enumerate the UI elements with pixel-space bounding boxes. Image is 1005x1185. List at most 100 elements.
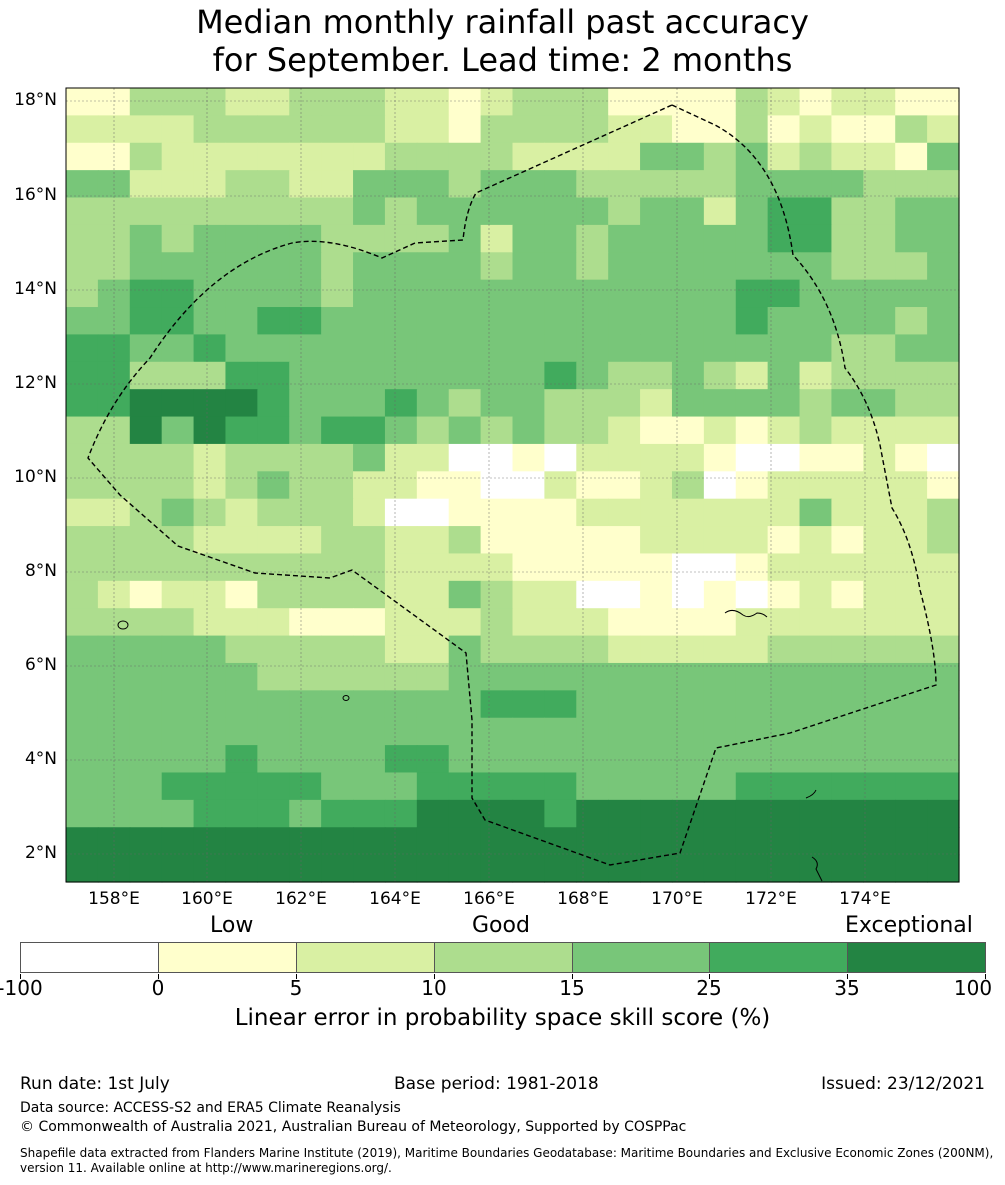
lon-label: 166°E bbox=[463, 889, 515, 909]
skill-cell bbox=[831, 115, 864, 144]
skill-cell bbox=[735, 799, 769, 828]
skill-cell bbox=[512, 717, 545, 746]
skill-cell bbox=[384, 471, 418, 500]
skill-cell bbox=[448, 334, 482, 363]
skill-cell bbox=[703, 471, 737, 500]
skill-cell bbox=[512, 526, 545, 555]
skill-cell bbox=[257, 854, 290, 883]
skill-cell bbox=[671, 635, 705, 664]
skill-cell bbox=[640, 252, 673, 281]
skill-cell bbox=[225, 772, 258, 801]
skill-cell bbox=[66, 197, 99, 226]
skill-cell bbox=[193, 279, 227, 308]
skill-cell bbox=[703, 170, 737, 199]
skill-cell bbox=[767, 498, 801, 527]
skill-cell bbox=[289, 498, 322, 527]
skill-cell bbox=[863, 416, 896, 445]
skill-cell bbox=[544, 772, 577, 801]
skill-cell bbox=[384, 115, 418, 144]
skill-cell bbox=[129, 334, 163, 363]
skill-cell bbox=[576, 389, 609, 418]
colorbar-tick bbox=[709, 974, 710, 979]
skill-cell bbox=[863, 608, 896, 637]
skill-cell bbox=[193, 307, 227, 336]
skill-cell bbox=[66, 580, 99, 609]
skill-cell bbox=[799, 553, 833, 582]
skill-cell bbox=[384, 799, 418, 828]
skill-cell bbox=[512, 471, 545, 500]
skill-cell bbox=[66, 608, 99, 637]
skill-cell bbox=[321, 334, 354, 363]
skill-cell bbox=[735, 389, 769, 418]
skill-cell bbox=[640, 307, 673, 336]
skill-cell bbox=[863, 745, 896, 774]
skill-cell bbox=[608, 772, 641, 801]
skill-cell bbox=[927, 361, 960, 390]
skill-cell bbox=[416, 224, 450, 253]
skill-cell bbox=[161, 252, 195, 281]
skill-cell bbox=[576, 115, 609, 144]
skill-cell bbox=[576, 772, 609, 801]
skill-cell bbox=[608, 416, 641, 445]
map-frame bbox=[65, 87, 960, 883]
skill-cell bbox=[735, 690, 769, 719]
skill-cell bbox=[927, 115, 960, 144]
skill-cell bbox=[480, 717, 514, 746]
skill-cell bbox=[863, 279, 896, 308]
skill-cell bbox=[448, 307, 482, 336]
skill-cell bbox=[576, 745, 609, 774]
skill-cell bbox=[161, 170, 195, 199]
skill-cell bbox=[703, 224, 737, 253]
skill-cell bbox=[895, 854, 928, 883]
skill-cell bbox=[384, 307, 418, 336]
skill-cell bbox=[289, 115, 322, 144]
skill-cell bbox=[767, 115, 801, 144]
skill-cell bbox=[289, 471, 322, 500]
skill-cell bbox=[544, 361, 577, 390]
skill-cell bbox=[735, 745, 769, 774]
skill-cell bbox=[831, 252, 864, 281]
skill-cell bbox=[640, 799, 673, 828]
skill-cell bbox=[640, 526, 673, 555]
skill-cell bbox=[353, 827, 386, 856]
skill-cell bbox=[225, 854, 258, 883]
skill-cell bbox=[193, 717, 227, 746]
skill-cell bbox=[161, 772, 195, 801]
skill-cell bbox=[448, 224, 482, 253]
skill-cell bbox=[799, 662, 833, 691]
skill-cell bbox=[416, 799, 450, 828]
colorbar-tick-label: -100 bbox=[0, 976, 43, 1000]
colorbar-tick bbox=[572, 974, 573, 979]
skill-cell bbox=[129, 279, 163, 308]
skill-cell bbox=[416, 142, 450, 171]
skill-cell bbox=[416, 334, 450, 363]
skill-cell bbox=[671, 799, 705, 828]
skill-cell bbox=[576, 799, 609, 828]
skill-cell bbox=[735, 197, 769, 226]
skill-cell bbox=[671, 854, 705, 883]
skill-cell bbox=[289, 307, 322, 336]
skill-cell bbox=[448, 142, 482, 171]
skill-cell bbox=[831, 635, 864, 664]
skill-cell bbox=[767, 252, 801, 281]
skill-cell bbox=[353, 717, 386, 746]
skill-cell bbox=[193, 334, 227, 363]
skill-cell bbox=[129, 416, 163, 445]
skill-cell bbox=[193, 799, 227, 828]
skill-cell bbox=[257, 416, 290, 445]
skill-cell bbox=[161, 334, 195, 363]
skill-cell bbox=[767, 526, 801, 555]
skill-cell bbox=[767, 608, 801, 637]
skill-cell bbox=[544, 224, 577, 253]
skill-cell bbox=[448, 580, 482, 609]
skill-cell bbox=[895, 115, 928, 144]
skill-cell bbox=[225, 416, 258, 445]
skill-cell bbox=[448, 635, 482, 664]
skill-cell bbox=[161, 416, 195, 445]
skill-cell bbox=[193, 608, 227, 637]
skill-cell bbox=[512, 662, 545, 691]
skill-cell bbox=[608, 608, 641, 637]
skill-cell bbox=[863, 635, 896, 664]
skill-cell bbox=[831, 799, 864, 828]
